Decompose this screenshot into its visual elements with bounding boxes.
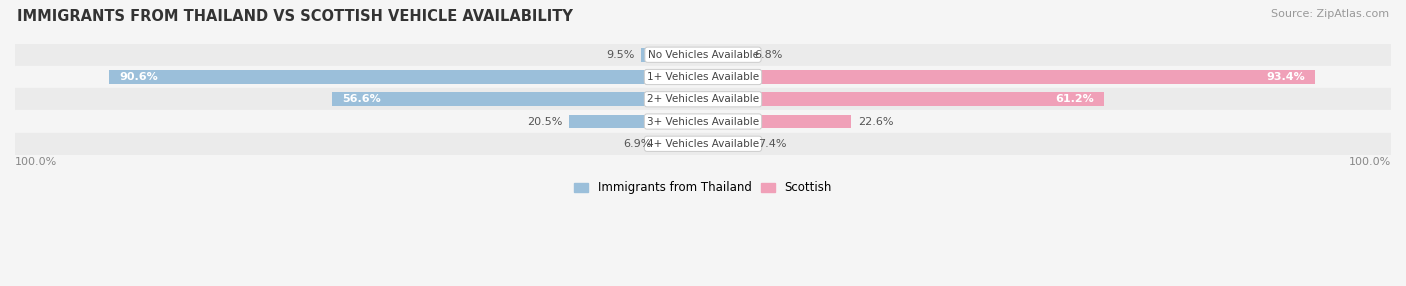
Bar xyxy=(110,70,703,84)
Text: 6.8%: 6.8% xyxy=(754,50,783,60)
Bar xyxy=(703,92,1104,106)
Text: 93.4%: 93.4% xyxy=(1267,72,1305,82)
Text: 2+ Vehicles Available: 2+ Vehicles Available xyxy=(647,94,759,104)
Bar xyxy=(703,48,748,62)
Text: 7.4%: 7.4% xyxy=(758,139,786,149)
Bar xyxy=(15,110,1391,133)
Bar xyxy=(703,137,751,151)
Text: 4+ Vehicles Available: 4+ Vehicles Available xyxy=(647,139,759,149)
Text: 3+ Vehicles Available: 3+ Vehicles Available xyxy=(647,116,759,126)
Legend: Immigrants from Thailand, Scottish: Immigrants from Thailand, Scottish xyxy=(569,177,837,199)
Bar xyxy=(641,48,703,62)
Text: 9.5%: 9.5% xyxy=(606,50,634,60)
Bar xyxy=(332,92,703,106)
Bar xyxy=(15,88,1391,110)
Text: 100.0%: 100.0% xyxy=(15,157,58,167)
Bar xyxy=(658,137,703,151)
Bar xyxy=(703,115,851,128)
Text: 1+ Vehicles Available: 1+ Vehicles Available xyxy=(647,72,759,82)
Bar xyxy=(568,115,703,128)
Text: 20.5%: 20.5% xyxy=(527,116,562,126)
Text: 100.0%: 100.0% xyxy=(1348,157,1391,167)
Text: No Vehicles Available: No Vehicles Available xyxy=(648,50,758,60)
Bar xyxy=(15,43,1391,66)
Text: Source: ZipAtlas.com: Source: ZipAtlas.com xyxy=(1271,9,1389,19)
Text: 61.2%: 61.2% xyxy=(1056,94,1094,104)
Bar xyxy=(15,133,1391,155)
Text: 6.9%: 6.9% xyxy=(623,139,651,149)
Bar xyxy=(703,70,1315,84)
Bar xyxy=(15,66,1391,88)
Text: 56.6%: 56.6% xyxy=(342,94,381,104)
Text: IMMIGRANTS FROM THAILAND VS SCOTTISH VEHICLE AVAILABILITY: IMMIGRANTS FROM THAILAND VS SCOTTISH VEH… xyxy=(17,9,572,23)
Text: 90.6%: 90.6% xyxy=(120,72,157,82)
Text: 22.6%: 22.6% xyxy=(858,116,893,126)
